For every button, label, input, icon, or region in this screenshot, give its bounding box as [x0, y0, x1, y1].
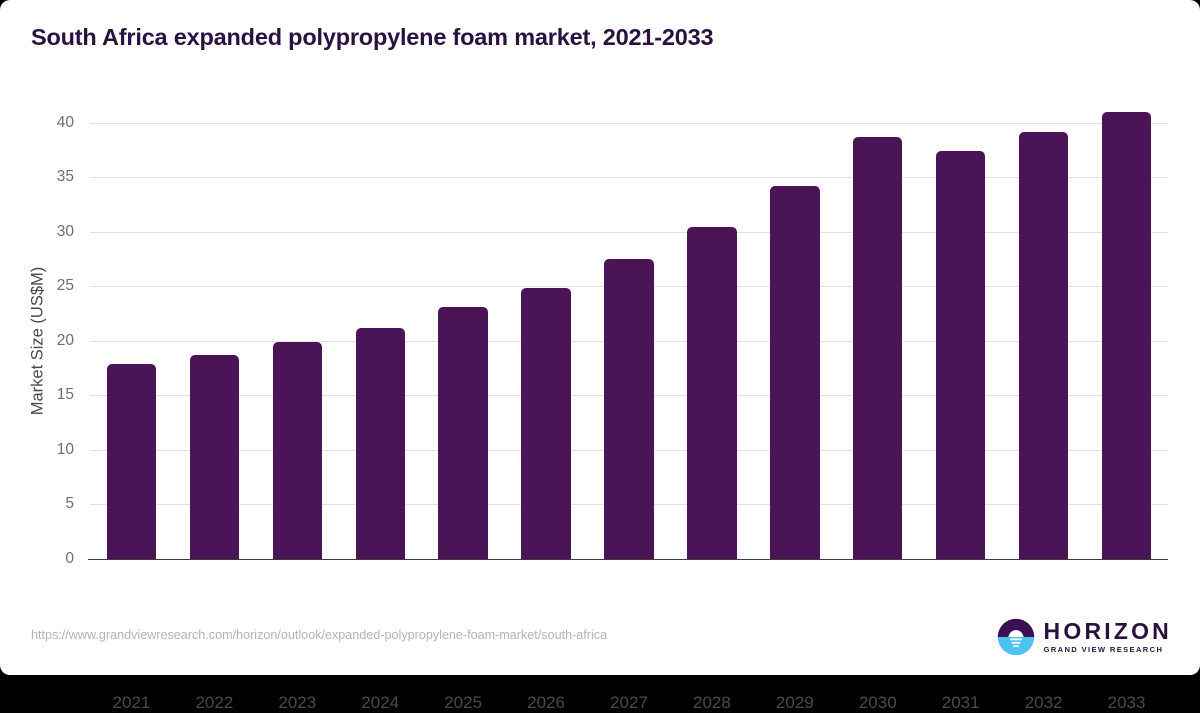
y-axis-tick-label: 25 — [56, 277, 74, 295]
logo-tagline: GRAND VIEW RESEARCH — [1043, 645, 1164, 655]
bar[interactable] — [770, 186, 820, 559]
x-axis-tick-label: 2031 — [941, 692, 980, 712]
bar[interactable] — [687, 226, 737, 559]
y-axis-tick-label: 30 — [56, 222, 74, 240]
logo-text: HORIZON GRAND VIEW RESEARCH — [1044, 620, 1172, 654]
y-axis-tick-label: 0 — [65, 549, 74, 567]
y-axis-tick-label: 15 — [56, 386, 74, 404]
bar[interactable] — [604, 259, 654, 559]
logo-wordmark: HORIZON — [1043, 618, 1172, 645]
bar[interactable] — [355, 327, 405, 559]
x-axis-tick-label: 2025 — [444, 692, 483, 712]
x-axis-line — [88, 558, 1168, 561]
bar[interactable] — [936, 151, 986, 559]
x-axis-tick-label: 2023 — [278, 692, 317, 712]
y-axis-tick-label: 20 — [56, 331, 74, 349]
x-axis-tick-label: 2033 — [1107, 692, 1146, 712]
x-axis-tick-label: 2032 — [1024, 692, 1063, 712]
x-axis-tick-label: 2024 — [361, 692, 400, 712]
y-axis-tick-label: 35 — [56, 168, 74, 186]
x-axis-tick-label: 2022 — [195, 692, 234, 712]
y-axis-tick-label: 40 — [56, 113, 74, 131]
bar[interactable] — [438, 307, 488, 559]
gridline — [90, 177, 1168, 179]
bar[interactable] — [272, 342, 322, 559]
x-axis-tick-label: 2021 — [112, 692, 151, 712]
bar[interactable] — [1101, 112, 1152, 559]
bar[interactable] — [521, 287, 571, 559]
gridline — [90, 231, 1168, 233]
x-axis-tick-label: 2028 — [693, 692, 731, 712]
horizon-sun-circle-icon — [997, 618, 1034, 656]
horizon-logo: HORIZON GRAND VIEW RESEARCH — [997, 615, 1172, 659]
bar[interactable] — [189, 355, 240, 559]
page-title: South Africa expanded polypropylene foam… — [31, 24, 714, 50]
source-url: https://www.grandviewresearch.com/horizo… — [31, 628, 608, 642]
bar[interactable] — [106, 363, 157, 559]
y-axis-tick-label: 5 — [65, 495, 74, 513]
x-axis-tick-label: 2026 — [527, 692, 565, 712]
bar[interactable] — [1018, 131, 1069, 559]
bar[interactable] — [853, 137, 903, 559]
plot-area: 0 5 10 15 20 25 30 35 40 2021 2022 2023 2024 2025 2026… — [57, 112, 1168, 712]
x-axis-tick-label: 2029 — [775, 692, 814, 712]
y-axis-tick-label: 10 — [56, 440, 74, 458]
x-axis-tick-label: 2027 — [610, 692, 648, 712]
x-axis-tick-label: 2030 — [858, 692, 897, 712]
gridline — [90, 122, 1168, 124]
